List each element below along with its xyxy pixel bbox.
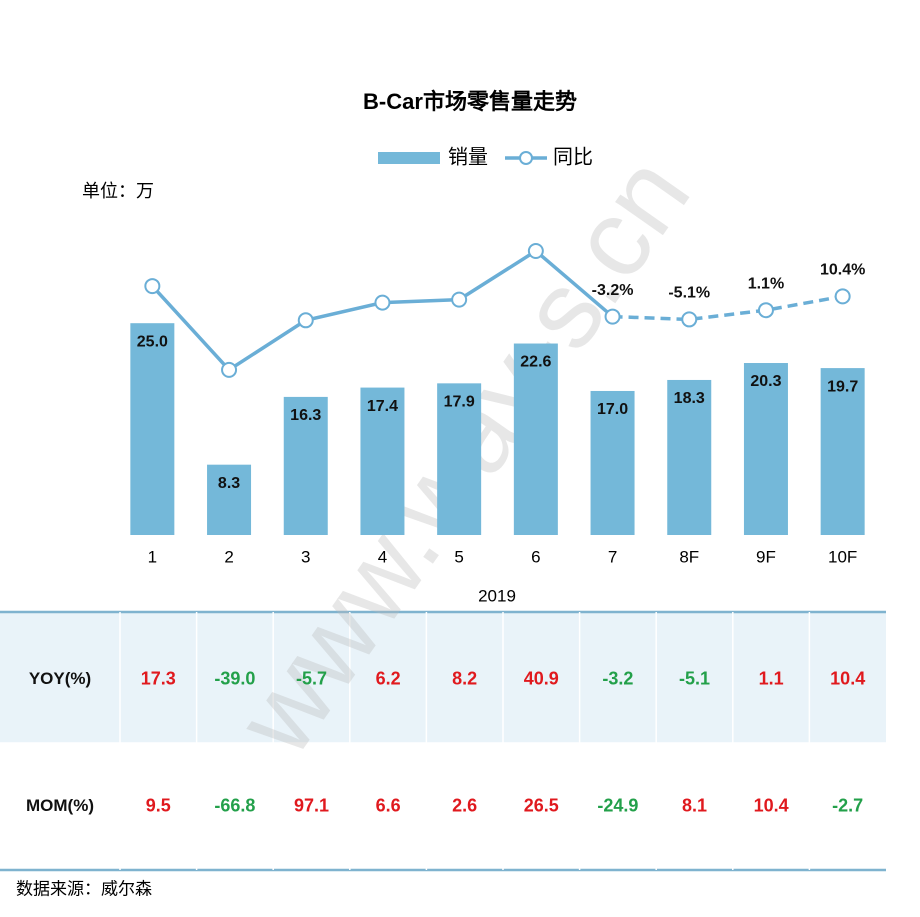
bar	[590, 390, 635, 535]
x-axis-label: 2019	[478, 586, 516, 605]
table-cell: 6.6	[376, 795, 401, 815]
table-cell: 26.5	[524, 795, 559, 815]
table-cell: 6.2	[376, 668, 401, 688]
bar	[207, 464, 252, 535]
bar	[743, 363, 788, 535]
line-marker	[297, 312, 314, 329]
legend-swatch	[378, 152, 440, 164]
table-cell: -39.0	[214, 668, 255, 688]
line-marker	[144, 278, 161, 295]
line-marker	[221, 361, 238, 378]
line-marker	[451, 291, 468, 308]
table-cell: -5.7	[296, 668, 327, 688]
x-tick-label: 2	[224, 547, 233, 566]
line-marker	[374, 294, 391, 311]
table-cell: 8.2	[452, 668, 477, 688]
table-cell: -66.8	[214, 795, 255, 815]
table-cell: 9.5	[146, 795, 171, 815]
table-cell: 2.6	[452, 795, 477, 815]
x-tick-label: 9F	[756, 547, 776, 566]
table-row-header: YOY(%)	[29, 669, 91, 688]
x-tick-label: 1	[148, 547, 157, 566]
bar	[130, 323, 175, 535]
table-cell: -24.9	[597, 795, 638, 815]
table-cell: -5.1	[679, 668, 710, 688]
table-row-header: MOM(%)	[26, 796, 94, 815]
bar	[283, 396, 328, 535]
x-tick-label: 3	[301, 547, 310, 566]
bar-value-label: 18.3	[674, 390, 705, 407]
line-marker	[604, 308, 621, 325]
source: 数据来源：威尔森	[16, 879, 152, 898]
bar	[513, 343, 558, 535]
x-tick-label: 10F	[828, 547, 857, 566]
table-cell: -2.7	[832, 795, 863, 815]
table-cell: 10.4	[754, 795, 789, 815]
bar	[820, 368, 865, 535]
legend-label: 销量	[448, 145, 488, 168]
line-value-label: -5.1%	[668, 285, 710, 302]
bar-value-label: 17.0	[597, 401, 628, 418]
legend-label: 同比	[553, 145, 593, 168]
bar-value-label: 8.3	[218, 475, 240, 492]
x-tick-label: 8F	[679, 547, 699, 566]
bar-value-label: 17.4	[367, 398, 398, 415]
table-row-bg	[0, 612, 886, 743]
line-marker	[681, 311, 698, 328]
unit-label: 单位：万	[82, 181, 154, 201]
table-cell: 17.3	[141, 668, 176, 688]
bar-value-label: 19.7	[827, 378, 858, 395]
table-cell: -3.2	[602, 668, 633, 688]
bar-value-label: 20.3	[750, 373, 781, 390]
bar-value-label: 22.6	[520, 354, 551, 371]
line-marker	[834, 288, 851, 305]
bar	[667, 379, 712, 535]
table-cell: 10.4	[830, 668, 865, 688]
bar	[437, 383, 482, 535]
x-tick-label: 6	[531, 547, 540, 566]
bar	[360, 387, 405, 535]
legend-swatch	[519, 151, 533, 165]
line-value-label: 10.4%	[820, 262, 865, 279]
bar-value-label: 25.0	[137, 333, 168, 350]
table-cell: 97.1	[294, 795, 329, 815]
table-cell: 40.9	[524, 668, 559, 688]
x-tick-label: 4	[378, 547, 387, 566]
x-tick-label: 5	[454, 547, 463, 566]
table-cell: 1.1	[759, 668, 784, 688]
line-value-label: -3.2%	[592, 282, 634, 299]
line-value-label: 1.1%	[748, 275, 784, 292]
x-tick-label: 7	[608, 547, 617, 566]
chart-title: B-Car市场零售量走势	[363, 89, 577, 114]
line-marker	[757, 302, 774, 319]
line-marker	[527, 242, 544, 259]
bar-value-label: 17.9	[444, 394, 475, 411]
bar-value-label: 16.3	[290, 407, 321, 424]
line	[612, 294, 843, 322]
table-cell: 8.1	[682, 795, 707, 815]
